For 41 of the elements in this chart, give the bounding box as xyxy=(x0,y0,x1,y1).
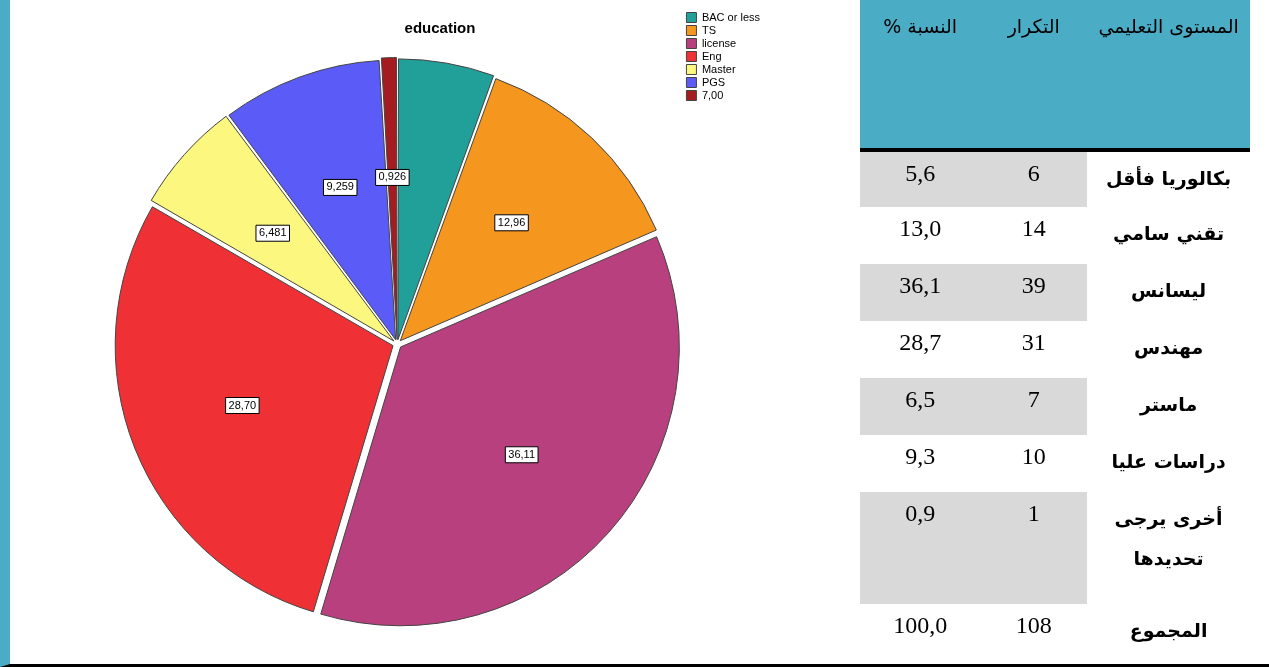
text: 0,9 xyxy=(860,492,981,604)
text: 14 xyxy=(980,207,1088,264)
text: 6 xyxy=(980,150,1088,207)
text: 7 xyxy=(980,378,1088,435)
text: 28,7 xyxy=(860,321,981,378)
text: 13,0 xyxy=(860,207,981,264)
text: المستوى التعليمي xyxy=(1087,0,1250,150)
data-label: 12,96 xyxy=(497,215,526,228)
data-label: 6,481 xyxy=(258,226,287,239)
text: ليسانس xyxy=(1087,264,1250,321)
data-label: 28,70 xyxy=(228,398,257,411)
text: تقني سامي xyxy=(1087,207,1250,264)
text: 39 xyxy=(980,264,1088,321)
text: 6,5 xyxy=(860,378,981,435)
text: 5,6 xyxy=(860,150,981,207)
data-label: 36,11 xyxy=(508,447,536,460)
text: 10 xyxy=(980,435,1088,492)
text: النسبة % xyxy=(860,0,981,150)
legend-label: Eng xyxy=(701,49,722,62)
legend-label: PGS xyxy=(701,75,726,88)
data-label: 0,926 xyxy=(378,170,407,183)
text: 108 xyxy=(980,604,1088,661)
text: بكالوريا فأقل xyxy=(1087,150,1250,207)
legend-label: license xyxy=(701,36,737,49)
text: المجموع xyxy=(1087,604,1250,661)
text: 36,1 xyxy=(860,264,981,321)
text: 1 xyxy=(980,492,1088,604)
legend-label: BAC or less xyxy=(701,10,761,23)
text: education xyxy=(404,19,476,37)
text: التكرار xyxy=(980,0,1088,150)
text: 9,3 xyxy=(860,435,981,492)
text: 100,0 xyxy=(860,604,981,661)
text: ماستر xyxy=(1087,378,1250,435)
data-label: 9,259 xyxy=(326,180,354,193)
text: 31 xyxy=(980,321,1088,378)
text: دراسات عليا xyxy=(1087,435,1250,492)
text: مهندس xyxy=(1087,321,1250,378)
legend-label: Master xyxy=(701,62,736,75)
text: أخرى يرجى تحديدها xyxy=(1087,492,1250,604)
legend-label: TS xyxy=(701,23,716,36)
legend-label: 7,00 xyxy=(701,88,724,101)
